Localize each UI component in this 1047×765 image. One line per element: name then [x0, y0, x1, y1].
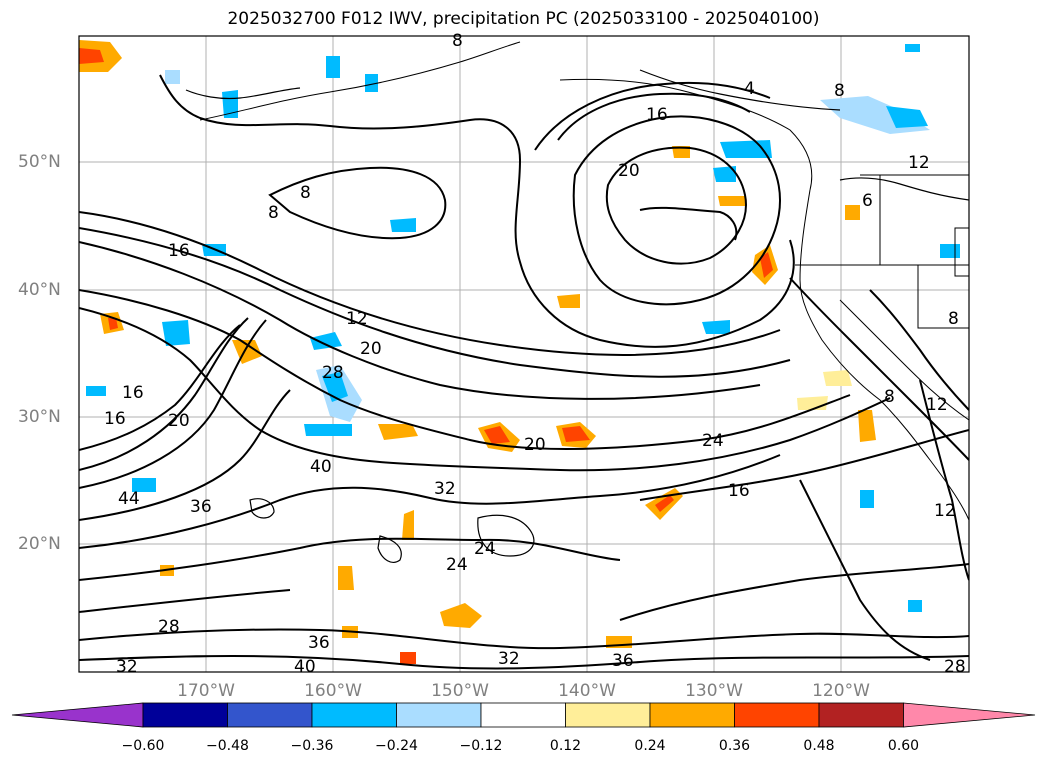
- contour-label: 16: [728, 481, 750, 501]
- contour-label: 40: [294, 657, 316, 677]
- lat-label-30n: 30°N: [18, 407, 61, 427]
- map-title: 2025032700 F012 IWV, precipitation PC (2…: [227, 9, 820, 29]
- contour-label: 12: [934, 501, 956, 521]
- contour-label: 20: [168, 411, 190, 431]
- colorbar-tick-label: 0.48: [803, 738, 835, 754]
- colorbar-segment: [396, 702, 482, 728]
- contour-label: 12: [908, 153, 930, 173]
- contour-label: 8: [452, 31, 463, 51]
- colorbar-segment: [649, 702, 735, 728]
- lon-label-150w: 150°W: [431, 681, 489, 701]
- contour-label: 6: [862, 191, 873, 211]
- lat-label-50n: 50°N: [18, 152, 61, 172]
- colorbar-tick-label: 0.36: [718, 738, 751, 754]
- colorbar-tick-label: −0.36: [290, 738, 334, 754]
- contour-label: 16: [104, 409, 126, 429]
- contour-label: 24: [474, 539, 496, 559]
- colorbar-segment: [565, 702, 651, 728]
- contour-label: 36: [612, 651, 634, 671]
- contour-label: 8: [884, 387, 895, 407]
- colorbar-segment: [142, 702, 228, 728]
- contour-labels: 8 8 8 4 8 16 20 12 16 12 20 16 16 20 28 …: [104, 31, 966, 677]
- lon-label-160w: 160°W: [304, 681, 362, 701]
- contour-label: 8: [300, 183, 311, 203]
- contour-label: 32: [434, 479, 456, 499]
- colorbar-segment: [227, 702, 313, 728]
- contour-label: 44: [118, 489, 140, 509]
- contour-label: 4: [744, 79, 755, 99]
- colorbar-tick-label: −0.48: [206, 738, 249, 754]
- colorbar-tick-label: −0.24: [375, 738, 418, 754]
- contour-label: 24: [446, 555, 468, 575]
- colorbar-tick-label: 0.60: [887, 738, 920, 754]
- coastlines: [199, 41, 969, 521]
- contour-label: 12: [346, 309, 368, 329]
- colorbar-segment: [818, 702, 904, 728]
- contour-label: 40: [310, 457, 332, 477]
- colorbar-extend-high: [903, 702, 1036, 728]
- contour-label: 8: [948, 309, 959, 329]
- iwv-contours-thin: [185, 69, 969, 563]
- colorbar: [11, 702, 1036, 728]
- contour-label: 32: [498, 649, 520, 669]
- plot-frame: [78, 35, 970, 673]
- lat-label-40n: 40°N: [18, 280, 61, 300]
- contour-label: 8: [268, 203, 279, 223]
- colorbar-segment: [480, 702, 566, 728]
- colorbar-tick-label: −0.60: [121, 738, 165, 754]
- contour-label: 8: [834, 81, 845, 101]
- contour-label: 12: [926, 395, 948, 415]
- lon-label-120w: 120°W: [812, 681, 870, 701]
- colorbar-segment: [311, 702, 397, 728]
- contour-label: 16: [122, 383, 144, 403]
- colorbar-tick-label: 0.24: [634, 738, 666, 754]
- colorbar-segment: [734, 702, 820, 728]
- contour-label: 24: [702, 431, 724, 451]
- lon-label-140w: 140°W: [558, 681, 616, 701]
- colorbar-extend-low: [11, 702, 144, 728]
- contour-label: 20: [524, 435, 546, 455]
- contour-label: 36: [308, 633, 330, 653]
- contour-label: 20: [618, 161, 640, 181]
- contour-label: 20: [360, 339, 382, 359]
- contour-label: 16: [646, 105, 668, 125]
- lat-label-20n: 20°N: [18, 534, 61, 554]
- lon-label-170w: 170°W: [177, 681, 235, 701]
- contour-label: 32: [116, 657, 138, 677]
- iwv-contours: [79, 74, 969, 670]
- colorbar-tick-label: 0.12: [549, 738, 582, 754]
- contour-label: 28: [158, 617, 180, 637]
- lon-label-130w: 130°W: [685, 681, 743, 701]
- colorbar-tick-label: −0.12: [459, 738, 503, 754]
- plot-area: [79, 36, 969, 672]
- contour-label: 28: [322, 363, 344, 383]
- contour-label: 28: [944, 657, 966, 677]
- contour-label: 36: [190, 497, 212, 517]
- contour-label: 16: [168, 241, 190, 261]
